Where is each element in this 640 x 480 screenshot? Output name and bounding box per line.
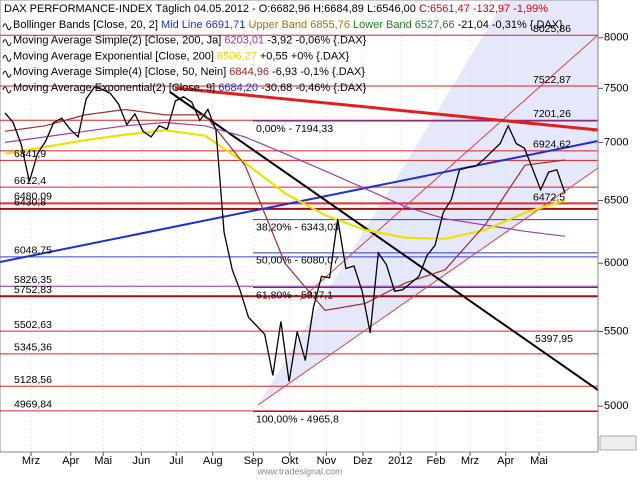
fib-label: 38,20% - 6343,03 (256, 221, 339, 233)
level-label: 6472,5 (533, 192, 565, 204)
x-tick-label: Mai (94, 455, 112, 467)
level-label: 5502,63 (14, 319, 52, 331)
legend-icon (2, 23, 12, 31)
y-tick-label: 5000 (604, 400, 628, 412)
legend-part: Moving Average Exponential(2) [Close, 9] (13, 82, 218, 94)
x-tick-label: Feb (426, 455, 445, 467)
x-tick-label: Nov (317, 455, 337, 467)
trend-line (169, 91, 599, 391)
level-label: 8025,86 (533, 23, 571, 35)
legend-part: -6,93 -0,1% {.DAX} (272, 66, 365, 78)
x-tick-label: Apr (62, 455, 79, 467)
scroll-box[interactable] (599, 435, 637, 451)
level-label: 7522,87 (533, 74, 571, 86)
legend-part: 6203,01 (224, 35, 267, 47)
legend-part: DAX PERFORMANCE-INDEX Täglich 04.05.2012… (4, 3, 419, 15)
watermark: www.tradesignal.com (256, 466, 342, 476)
legend-part: 6506,27 (217, 50, 260, 62)
trend-line (174, 86, 599, 132)
level-label: 6048,75 (14, 245, 52, 257)
legend-part: 6844,96 (229, 66, 272, 78)
x-tick-label: Apr (497, 455, 514, 467)
legend-part: Bollinger Bands [Close, 20, 2] (13, 19, 161, 31)
legend-part: Moving Average Simple(2) [Close, 200, Ja… (13, 35, 224, 47)
x-tick-label: 2012 (388, 455, 412, 467)
level-label: 6430,8 (14, 197, 46, 209)
level-label: 4969,84 (14, 399, 52, 411)
x-tick-label: Jul (169, 455, 183, 467)
legend-part: Upper Band 6855,76 (248, 19, 353, 31)
legend-icon (2, 86, 12, 94)
x-tick-label: Dez (353, 455, 373, 467)
level-label: 5128,56 (14, 374, 52, 386)
level-label: 6841,9 (14, 148, 46, 160)
y-tick-label: 8000 (604, 32, 628, 44)
level-label: 6924,62 (533, 139, 571, 151)
x-tick-label: Aug (203, 455, 223, 467)
legend-part: Mid Line 6691,71 (161, 19, 248, 31)
series-line (4, 86, 566, 382)
y-tick-label: 7000 (604, 136, 628, 148)
legend-icon (2, 39, 12, 47)
legend-entry: Bollinger Bands [Close, 20, 2] Mid Line … (13, 19, 563, 31)
legend-entry: Moving Average Exponential(2) [Close, 9]… (13, 82, 367, 94)
y-tick-label: 6000 (604, 257, 628, 269)
annotation: 5397,95 (535, 333, 573, 345)
legend-entry: Moving Average Exponential [Close, 200] … (13, 50, 349, 62)
level-label: 6480,09 (14, 191, 52, 203)
legend-entry: Moving Average Simple(2) [Close, 200, Ja… (13, 35, 367, 47)
series-line (4, 129, 566, 240)
level-label: 5345,36 (14, 342, 52, 354)
fib-label: 61,80% - 5817,1 (256, 289, 333, 301)
legend-entry: Moving Average Simple(4) [Close, 50, Nei… (13, 66, 365, 78)
y-tick-label: 6500 (604, 194, 628, 206)
channel-line (299, 34, 599, 301)
x-tick-label: Sep (244, 455, 264, 467)
fib-label: 50,00% - 6080,07 (256, 255, 339, 267)
y-tick-label: 7500 (604, 82, 628, 94)
fib-label: 100,00% - 4965,8 (256, 413, 339, 425)
legend-icon (2, 54, 12, 62)
level-label: 5752,83 (14, 284, 52, 296)
legend-part: Moving Average Simple(4) [Close, 50, Nei… (13, 66, 229, 78)
legend-part: -21,04 -0,31% {.DAX} (458, 19, 564, 31)
x-tick-label: Okt (281, 455, 298, 467)
level-label: 7201,26 (533, 108, 571, 120)
level-label: 5826,35 (14, 274, 52, 286)
level-label: 6612,4 (14, 175, 46, 187)
fib-label: 0,00% - 7194,33 (256, 123, 333, 135)
legend-part: -30,68 -0,46% {.DAX} (261, 82, 367, 94)
legend-part: 6684,20 (218, 82, 261, 94)
legend-part: C:6561,47 -132,97 -1,99% (419, 3, 548, 15)
x-tick-label: Mrz (461, 455, 479, 467)
legend-part: Lower Band 6527,66 (353, 19, 458, 31)
legend-icon (2, 70, 12, 78)
legend-part: +0,55 +0% {.DAX} (260, 50, 350, 62)
x-tick-label: Jun (132, 455, 150, 467)
y-tick-label: 5500 (604, 325, 628, 337)
legend-part: Moving Average Exponential [Close, 200] (13, 50, 217, 62)
series-line (4, 108, 566, 312)
legend-entry: DAX PERFORMANCE-INDEX Täglich 04.05.2012… (4, 3, 548, 15)
x-tick-label: Mrz (22, 455, 40, 467)
series-line (4, 121, 566, 237)
x-tick-label: Mai (530, 455, 548, 467)
legend-part: -3,92 -0,06% {.DAX} (267, 35, 366, 47)
